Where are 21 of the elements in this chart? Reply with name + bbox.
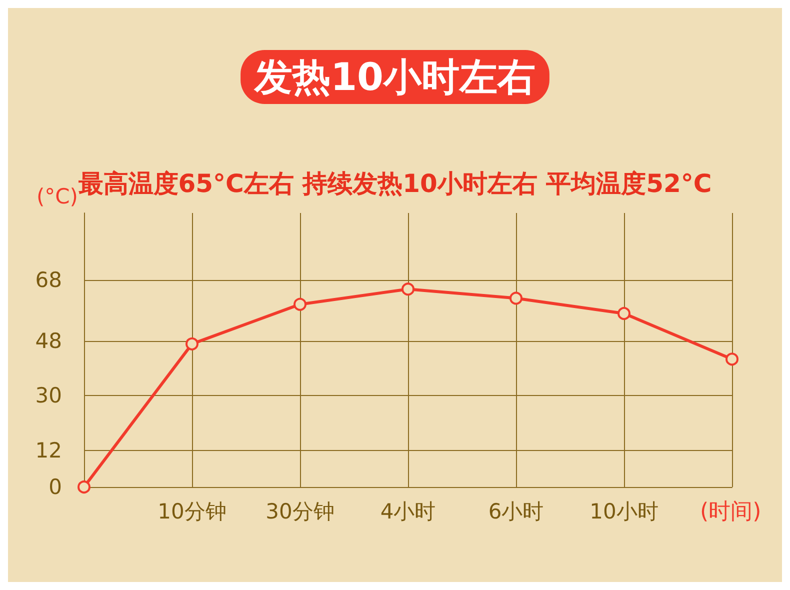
point xyxy=(510,292,522,305)
y-axis-title: (°C) xyxy=(36,184,78,208)
x-tick-label: 6小时 xyxy=(488,500,544,524)
x-tick-label: 10分钟 xyxy=(158,500,226,524)
x-tick-label: 30分钟 xyxy=(266,500,334,524)
point xyxy=(294,298,306,311)
chart-title: 发热10小时左右 xyxy=(254,55,536,99)
x-tick-label: 4小时 xyxy=(380,500,436,524)
y-tick-label: 12 xyxy=(35,438,62,462)
y-tick-label: 48 xyxy=(35,328,62,353)
y-tick-label: 68 xyxy=(35,268,62,292)
point xyxy=(618,306,630,320)
point xyxy=(78,480,90,494)
chart-subtitle: 最高温度65°C左右 持续发热10小时左右 平均温度52°C xyxy=(77,169,712,198)
x-tick-label: 10小时 xyxy=(590,500,658,524)
point xyxy=(186,337,198,350)
y-tick-label: 30 xyxy=(35,384,62,408)
point xyxy=(402,282,414,296)
point xyxy=(726,352,738,366)
x-tick-label: 0 xyxy=(48,475,62,499)
x-axis-title: (时间) xyxy=(700,500,762,524)
